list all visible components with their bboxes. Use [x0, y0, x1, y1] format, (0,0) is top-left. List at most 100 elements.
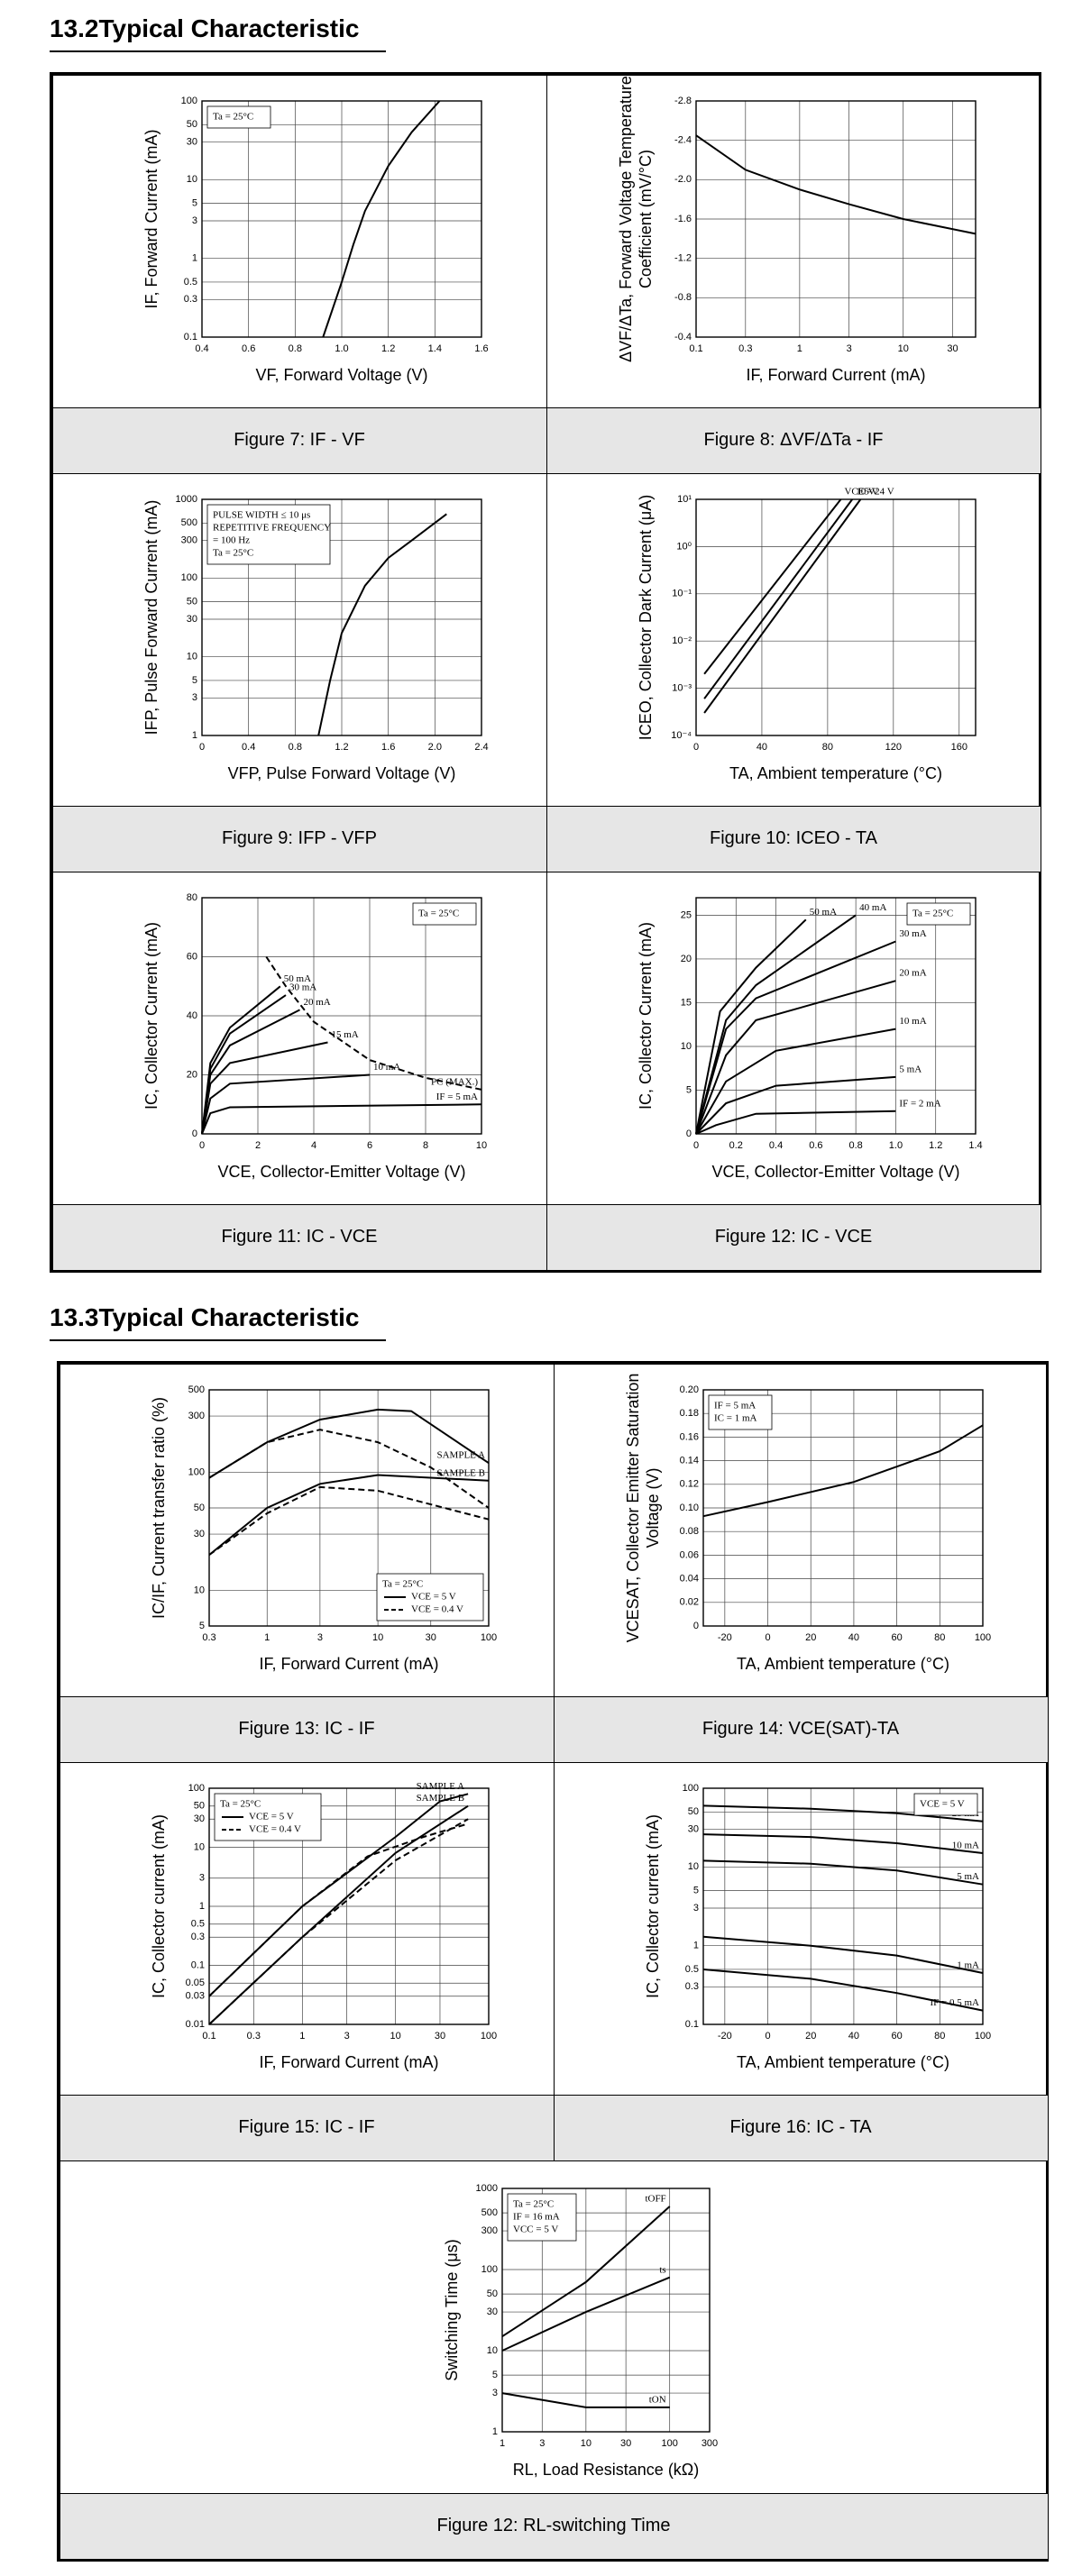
x-tick-label: 0.3: [202, 1631, 215, 1642]
y-axis-label: IC, Collector Current (mA): [636, 921, 654, 1109]
y-tick-label: 100: [180, 95, 197, 105]
chart: 1 3 10 30 100 300 1 3 5 10 30 50 100 300 500 1000 tOFF ts…: [442, 2182, 717, 2478]
y-tick-label: 50: [186, 596, 197, 607]
x-tick-label: 8: [422, 1139, 427, 1150]
x-tick-label: 100: [661, 2437, 677, 2448]
figure-caption: Figure 9: IFP - VFP: [52, 805, 546, 872]
curve: [207, 1792, 468, 1996]
x-tick-label: 40: [848, 2030, 858, 2041]
y-tick-label: 100: [188, 1782, 204, 1793]
x-axis-label: VFP, Pulse Forward Voltage (V): [227, 763, 455, 781]
curve: [207, 1822, 468, 1996]
x-tick-label: 0.4: [195, 343, 208, 353]
y-tick-label: 1: [692, 1940, 698, 1950]
y-tick-label: 50: [193, 1800, 204, 1811]
curve: [501, 2391, 670, 2408]
y-tick-label: -1.2: [674, 252, 692, 263]
curve-label: PC (MAX.): [431, 1076, 478, 1087]
curve: [694, 1075, 895, 1135]
x-tick-label: 0.6: [242, 343, 255, 353]
section-title: 13.2Typical Characteristic: [50, 14, 387, 52]
y-tick-label: 0.12: [679, 1478, 698, 1489]
x-tick-label: 0.8: [288, 741, 301, 752]
note-box: [507, 2193, 576, 2241]
annotation: PULSE WIDTH ≤ 10 μs: [213, 509, 310, 520]
curve: [501, 2276, 670, 2352]
x-tick-label: 1: [499, 2437, 504, 2448]
curve-label: 15 mA: [331, 1029, 358, 1040]
y-tick-label: 100: [188, 1466, 204, 1477]
y-tick-label: 50: [193, 1502, 204, 1512]
plot-frame: [207, 1786, 490, 2025]
curve-label: 50 mA: [809, 906, 836, 917]
curve: [702, 1423, 984, 1517]
curve-label: 40 mA: [859, 901, 886, 912]
x-tick-label: 1: [796, 343, 802, 353]
y-tick-label: 0.16: [679, 1431, 698, 1442]
x-axis-label: VCE, Collector-Emitter Voltage (V): [711, 1162, 959, 1180]
x-tick-label: -20: [717, 1631, 731, 1642]
y-axis-label: Voltage (V): [643, 1467, 661, 1548]
annotation: VCE = 5 V: [920, 1798, 965, 1809]
y-tick-label: 0.04: [679, 1573, 698, 1584]
x-tick-label: 6: [366, 1139, 371, 1150]
x-tick-label: 30: [947, 343, 958, 353]
curve-label: 10 mA: [373, 1062, 400, 1073]
y-tick-label: 3: [198, 1872, 204, 1883]
curve-label: 10 mA: [899, 1016, 926, 1027]
note-box: [913, 1793, 977, 1815]
x-tick-label: 0: [692, 1139, 698, 1150]
y-tick-label: 60: [186, 951, 197, 962]
curve-label: 5 V: [864, 486, 878, 497]
section: 13.3Typical Characteristic 0.3 1 3 10 30 100 5 1…: [0, 1303, 1082, 2562]
legend-label: VCE = 5 V: [411, 1591, 456, 1602]
x-tick-label: 4: [310, 1139, 316, 1150]
legend-label: VCE = 0.4 V: [411, 1603, 463, 1614]
x-tick-label: 3: [846, 343, 851, 353]
x-tick-label: 1.2: [381, 343, 395, 353]
y-tick-label: 30: [186, 136, 197, 147]
chart: 0 0.4 0.8 1.2 1.6 2.0 2.4 1 3 5 10 30 50 100 300 500 100…: [142, 493, 488, 781]
annotation: VCC = 5 V: [513, 2224, 558, 2234]
y-tick-label: 0.18: [679, 1408, 698, 1419]
y-tick-label: 3: [491, 2387, 497, 2398]
y-tick-label: 1: [491, 2425, 497, 2436]
y-axis-label: ICEO, Collector Dark Current (μA): [636, 494, 654, 739]
y-tick-label: 0.1: [183, 331, 197, 342]
y-tick-label: 10⁻⁴: [671, 729, 692, 740]
y-tick-label: 0.08: [679, 1526, 698, 1537]
y-axis-label: IC, Collector current (mA): [643, 1813, 661, 1997]
plot-frame: [200, 99, 482, 338]
note-box: [708, 1394, 772, 1430]
curve-label: 5 mA: [899, 1064, 922, 1074]
y-tick-label: 50: [486, 2288, 497, 2298]
curve: [207, 1428, 490, 1509]
x-tick-label: 0.2: [729, 1139, 742, 1150]
curve: [702, 1968, 983, 2012]
curve: [200, 1073, 370, 1134]
x-tick-label: 0.1: [689, 343, 702, 353]
y-axis-label: IF, Forward Current (mA): [142, 129, 160, 308]
curve: [500, 2205, 670, 2337]
figure-cell: 0.1 0.3 1 3 10 30 -2.8 -2.4 -2.0 -1.6 -1.2 -0.8 -0.4…: [546, 74, 1041, 474]
curve: [207, 1485, 489, 1556]
figure-cell: 1 3 10 30 100 300 1 3 5 10 30 50 100 300 500 1000 tOFF ts…: [59, 2160, 1049, 2560]
y-tick-label: 50: [186, 119, 197, 130]
x-axis-label: IF, Forward Current (mA): [746, 365, 925, 383]
y-tick-label: 10: [680, 1040, 691, 1051]
curve: [695, 1110, 895, 1135]
figure-caption: Figure 12: RL-switching Time: [60, 2492, 1048, 2559]
annotation: Ta = 25°C: [912, 908, 953, 918]
curve: [264, 955, 481, 1091]
x-tick-label: 0.4: [768, 1139, 782, 1150]
y-tick-label: 5: [685, 1084, 691, 1095]
note-box: [206, 504, 330, 564]
curve-label: SAMPLE A: [416, 1780, 464, 1791]
x-axis-label: IF, Forward Current (mA): [259, 1654, 438, 1672]
curve-label: IF = 5 mA: [436, 1091, 477, 1101]
curve: [694, 940, 896, 1134]
y-tick-label: 0: [692, 1620, 698, 1631]
y-tick-label: 0.5: [190, 1918, 204, 1929]
x-tick-label: 160: [950, 741, 967, 752]
